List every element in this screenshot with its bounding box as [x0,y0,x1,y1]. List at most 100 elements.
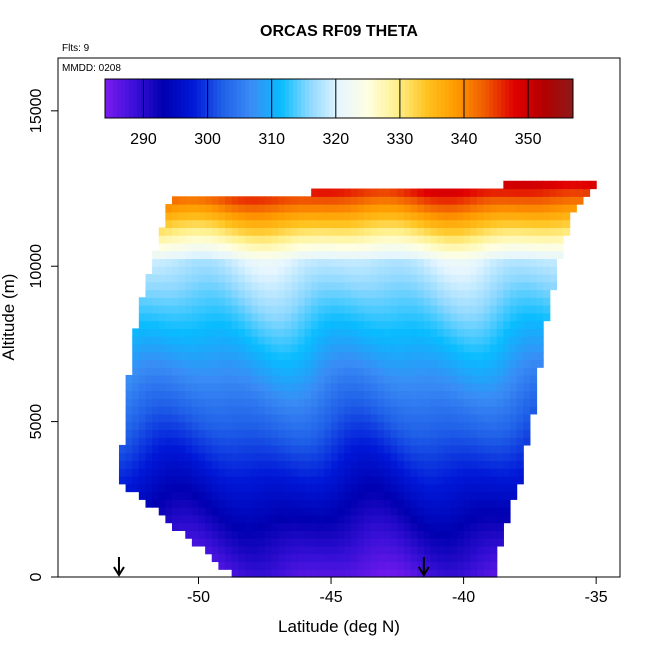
field-cell [337,522,345,531]
field-cell [205,211,213,221]
field-cell [357,421,365,430]
colorbar-segment [237,79,242,118]
field-cell [344,188,352,197]
field-cell [423,336,432,345]
field-cell [185,499,193,508]
field-cell [158,452,166,462]
field-cell [165,328,173,337]
field-cell [211,367,219,376]
field-cell [244,297,253,306]
colorbar-segment [357,79,362,118]
field-cell [198,242,206,252]
field-cell [476,406,485,415]
field-cell [297,235,306,244]
field-cell [450,561,458,570]
field-cell [470,444,478,454]
field-cell [364,437,372,446]
field-cell [384,328,392,337]
colorbar-tick-label: 330 [387,131,414,148]
field-cell [244,530,253,539]
field-cell [291,382,299,392]
field-cell [284,452,292,462]
field-cell [403,374,412,384]
field-cell [324,553,332,563]
field-cell [171,367,180,376]
field-cell [470,545,478,555]
field-cell [297,273,306,283]
field-cell [364,491,372,500]
field-cell [437,382,445,392]
field-cell [211,460,219,469]
field-cell [337,437,345,446]
field-cell [331,328,339,337]
field-cell [529,406,538,415]
field-cell [430,289,438,298]
field-cell [291,289,299,298]
field-cell [377,188,385,197]
field-cell [165,359,173,368]
field-cell [171,336,180,345]
field-cell [410,297,418,306]
field-cell [470,398,478,407]
field-cell [470,530,478,539]
field-cell [490,281,498,291]
field-cell [165,204,173,213]
field-cell [238,273,246,283]
field-cell [251,538,259,547]
field-cell [470,328,478,337]
field-cell [384,545,392,555]
field-cell [344,413,352,423]
field-cell [191,367,200,376]
field-cell [496,530,504,539]
field-cell [165,491,173,500]
field-cell [496,452,504,462]
field-cell [304,522,312,531]
field-cell [264,328,272,337]
colorbar-segment [233,79,238,118]
field-cell [324,305,332,314]
colorbar-segment [513,79,518,118]
field-cell [291,561,299,570]
field-cell [218,390,226,399]
field-cell [258,421,266,430]
colorbar-segment [213,79,218,118]
field-cell [198,452,206,462]
field-cell [344,437,352,446]
field-cell [291,196,299,205]
field-cell [165,390,173,399]
field-cell [516,281,524,291]
field-cell [297,320,306,329]
colorbar-segment [117,79,122,118]
field-cell [410,437,418,446]
field-cell [264,227,272,236]
field-cell [191,390,200,399]
field-cell [205,452,213,462]
field-cell [238,421,246,430]
field-cell [284,390,292,399]
field-cell [410,413,418,423]
field-cell [450,553,458,563]
field-cell [443,235,451,244]
field-cell [244,390,253,399]
field-cell [364,343,372,353]
field-cell [456,499,465,508]
field-cell [251,522,259,531]
field-cell [377,561,385,570]
field-cell [132,460,140,469]
field-cell [125,398,133,407]
field-cell [490,398,498,407]
field-cell [291,297,299,306]
field-cell [297,382,306,392]
field-cell [205,530,213,539]
field-cell [344,499,352,508]
field-cell [231,398,239,407]
field-cell [463,188,471,197]
field-cell [178,320,186,329]
field-cell [304,343,312,353]
field-cell [417,538,425,547]
field-cell [271,437,279,446]
field-cell [364,188,372,197]
field-cell [251,289,259,298]
field-cell [337,406,345,415]
field-cell [264,289,272,298]
